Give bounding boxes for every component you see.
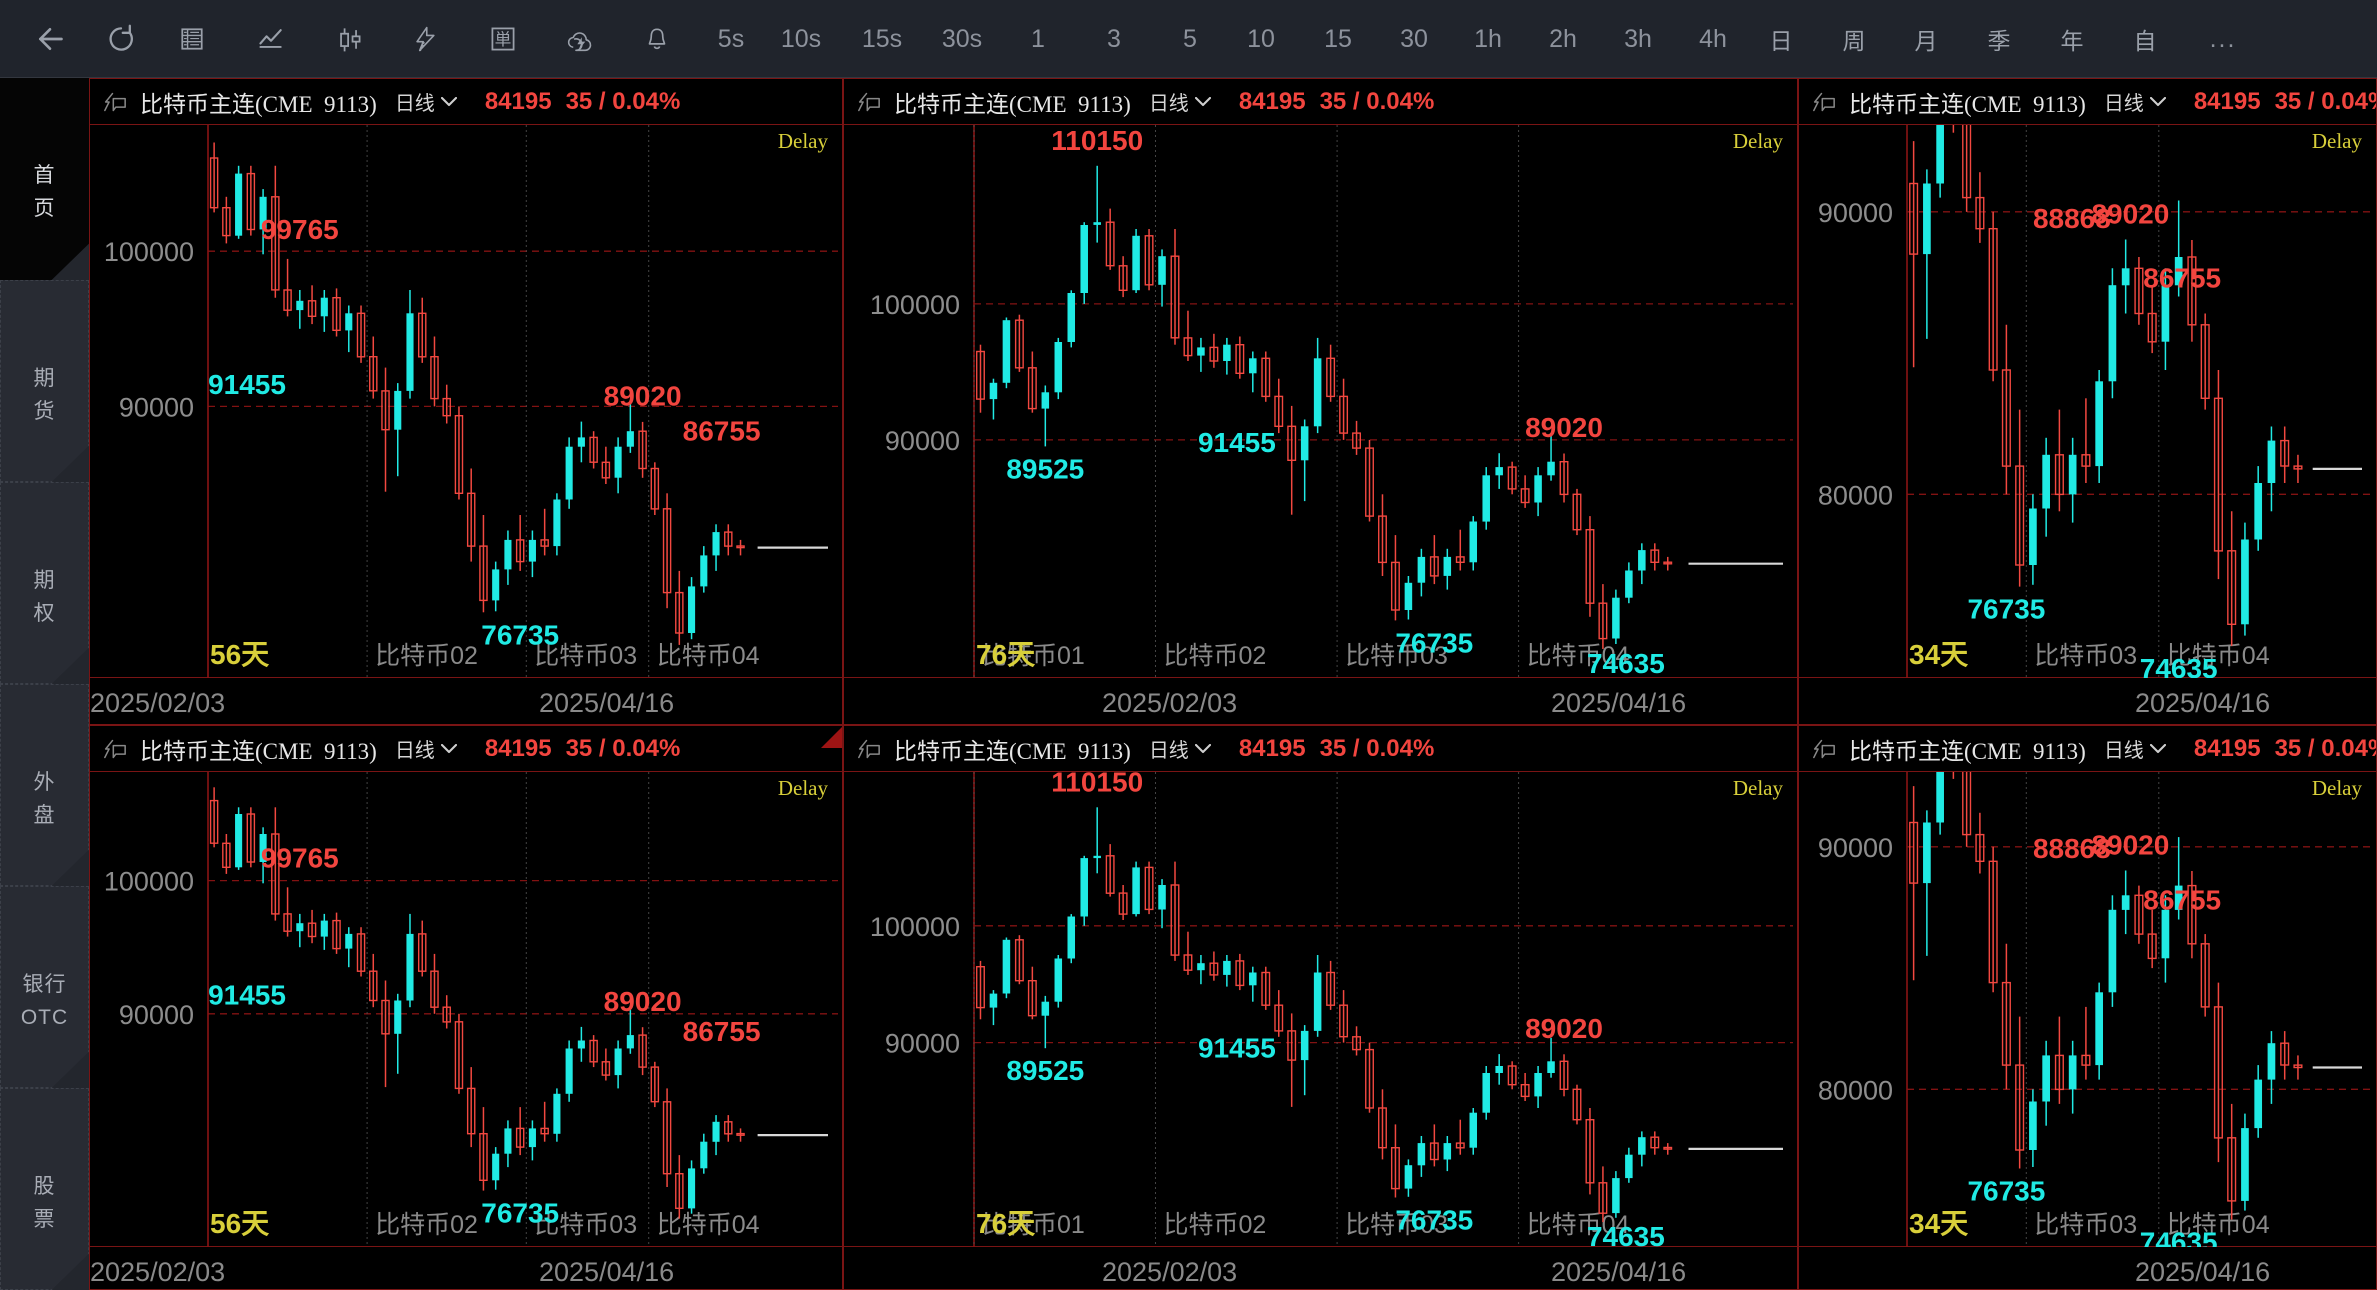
svg-text:91455: 91455: [1198, 427, 1276, 458]
svg-text:89020: 89020: [2091, 830, 2169, 861]
svg-text:76735: 76735: [1967, 594, 2045, 625]
svg-text:89020: 89020: [1525, 412, 1603, 443]
svg-text:100000: 100000: [870, 290, 960, 320]
svg-text:56天: 56天: [210, 1208, 269, 1239]
svg-text:比特币03: 比特币03: [2034, 1211, 2137, 1239]
svg-text:89525: 89525: [1006, 453, 1084, 484]
svg-text:76735: 76735: [481, 619, 559, 650]
svg-text:89525: 89525: [1006, 1055, 1084, 1086]
svg-text:89020: 89020: [2091, 199, 2169, 230]
svg-text:90000: 90000: [885, 426, 960, 456]
svg-text:76735: 76735: [481, 1198, 559, 1229]
svg-text:80000: 80000: [1818, 480, 1893, 510]
svg-text:74635: 74635: [1587, 648, 1665, 678]
svg-text:比特币02: 比特币02: [1164, 642, 1267, 670]
svg-text:100000: 100000: [104, 237, 194, 267]
svg-text:比特币02: 比特币02: [375, 642, 478, 670]
svg-text:100000: 100000: [870, 912, 960, 942]
svg-text:80000: 80000: [1818, 1075, 1893, 1105]
svg-text:99765: 99765: [261, 843, 339, 874]
svg-text:89020: 89020: [604, 986, 682, 1017]
svg-text:91455: 91455: [1198, 1033, 1276, 1064]
svg-text:91455: 91455: [208, 979, 286, 1010]
svg-text:76735: 76735: [1967, 1176, 2045, 1207]
svg-text:比特币04: 比特币04: [657, 1211, 760, 1239]
svg-text:99765: 99765: [261, 214, 339, 245]
svg-text:76天: 76天: [976, 1208, 1035, 1239]
svg-text:89020: 89020: [604, 381, 682, 412]
svg-text:74635: 74635: [2140, 1227, 2218, 1248]
svg-text:86755: 86755: [2143, 885, 2221, 916]
svg-text:90000: 90000: [885, 1029, 960, 1059]
svg-text:100000: 100000: [104, 867, 194, 897]
svg-text:90000: 90000: [119, 392, 194, 422]
svg-text:76735: 76735: [1395, 1205, 1473, 1236]
svg-text:110150: 110150: [1051, 772, 1143, 797]
svg-text:34天: 34天: [1909, 639, 1968, 670]
svg-text:56天: 56天: [210, 639, 269, 670]
svg-text:89020: 89020: [1525, 1013, 1603, 1044]
svg-text:86755: 86755: [683, 416, 761, 447]
svg-text:比特币04: 比特币04: [657, 642, 760, 670]
svg-text:110150: 110150: [1051, 125, 1143, 156]
svg-text:91455: 91455: [208, 369, 286, 400]
svg-text:比特币02: 比特币02: [1164, 1211, 1267, 1239]
svg-text:76735: 76735: [1395, 627, 1473, 658]
svg-text:74635: 74635: [1587, 1221, 1665, 1247]
svg-text:86755: 86755: [683, 1016, 761, 1047]
svg-text:90000: 90000: [1818, 198, 1893, 228]
svg-text:86755: 86755: [2143, 263, 2221, 294]
svg-text:74635: 74635: [2140, 653, 2218, 678]
svg-text:90000: 90000: [1818, 833, 1893, 863]
svg-text:34天: 34天: [1909, 1208, 1968, 1239]
svg-text:比特币03: 比特币03: [2034, 642, 2137, 670]
svg-text:単: 単: [495, 30, 512, 49]
svg-text:90000: 90000: [119, 1000, 194, 1030]
svg-text:76天: 76天: [976, 639, 1035, 670]
svg-text:比特币02: 比特币02: [375, 1211, 478, 1239]
